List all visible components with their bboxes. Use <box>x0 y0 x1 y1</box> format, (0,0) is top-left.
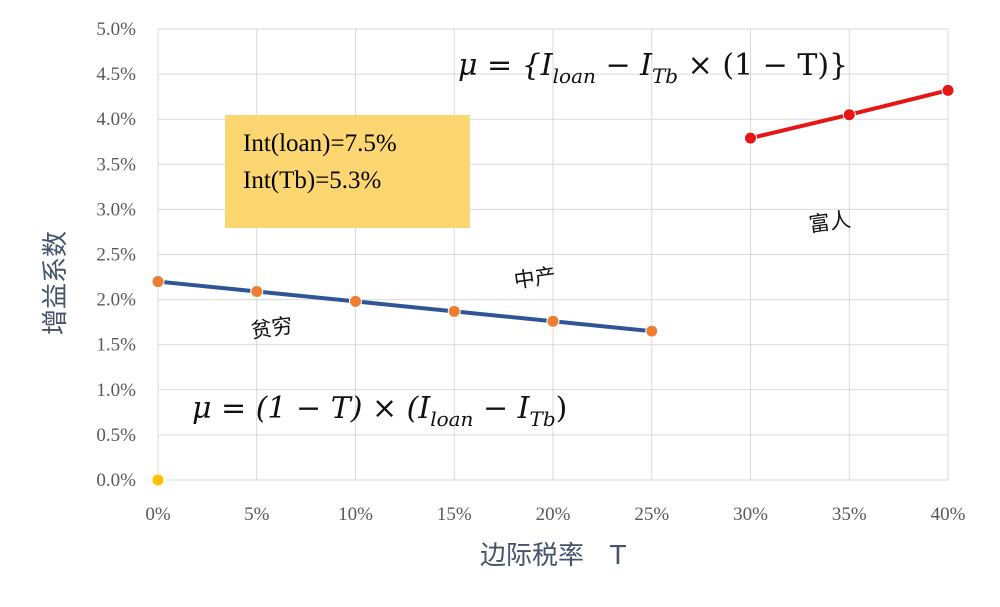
x-tick-label: 30% <box>733 504 768 525</box>
annotation-poor: 贫穷 <box>249 313 294 343</box>
y-tick-label: 1.0% <box>96 380 136 401</box>
y-tick-label: 1.5% <box>96 335 136 356</box>
y-tick-label: 5.0% <box>96 19 136 40</box>
data-point-0-3 <box>447 304 461 318</box>
data-point-0-5 <box>645 324 659 338</box>
grid-lines <box>157 28 949 481</box>
data-point-1-0 <box>744 131 757 145</box>
x-tick-label: 15% <box>437 504 472 525</box>
y-tick-labels: 0.0% 0.5% 1.0% 1.5% 2.0% 2.5% 3.0% 3.5% 4.0% 4.5%… <box>96 19 136 491</box>
y-tick-label: 3.5% <box>96 154 136 175</box>
x-tick-labels: 0% 5% 10% 15% 20% 25% 30% 35% 40% <box>145 504 965 525</box>
y-tick-label: 2.0% <box>96 290 136 311</box>
data-point-0-1 <box>250 284 264 298</box>
y-tick-label: 4.5% <box>96 64 136 85</box>
formula-top: μ = {Iloan − ITb × (1 − T)} <box>458 48 848 88</box>
x-axis-title: 边际税率 T <box>480 541 626 571</box>
data-point-1-1 <box>842 108 856 122</box>
annotation-middle: 中产 <box>512 263 557 293</box>
note-line-tb: Int(Tb)=5.3% <box>243 167 382 194</box>
series-line-0 <box>157 279 652 334</box>
formula-bottom: μ = (1 − T) × (Iloan − ITb) <box>192 391 567 431</box>
x-tick-label: 20% <box>536 504 571 525</box>
y-axis-title: 增益系数 <box>41 231 71 335</box>
interest-note-box: Int(loan)=7.5% Int(Tb)=5.3% <box>225 115 470 228</box>
x-tick-label: 10% <box>338 504 373 525</box>
x-tick-label: 35% <box>832 504 867 525</box>
y-tick-label: 3.0% <box>96 199 136 220</box>
y-tick-label: 2.5% <box>96 245 136 266</box>
series-layer <box>151 83 955 487</box>
x-tick-label: 25% <box>634 504 669 525</box>
data-point-0-2 <box>349 294 362 308</box>
y-tick-label: 0.0% <box>96 470 136 491</box>
data-point-0-0 <box>151 275 165 289</box>
data-point-1-2 <box>941 83 955 97</box>
data-point-0-4 <box>546 314 560 328</box>
y-tick-label: 0.5% <box>96 425 136 446</box>
annotation-rich: 富人 <box>807 207 852 237</box>
x-tick-label: 0% <box>145 504 171 525</box>
x-tick-label: 5% <box>244 504 270 525</box>
x-tick-label: 40% <box>931 504 966 525</box>
data-point-2-0 <box>151 473 165 487</box>
note-line-loan: Int(loan)=7.5% <box>243 130 397 157</box>
y-tick-label: 4.0% <box>96 109 136 130</box>
